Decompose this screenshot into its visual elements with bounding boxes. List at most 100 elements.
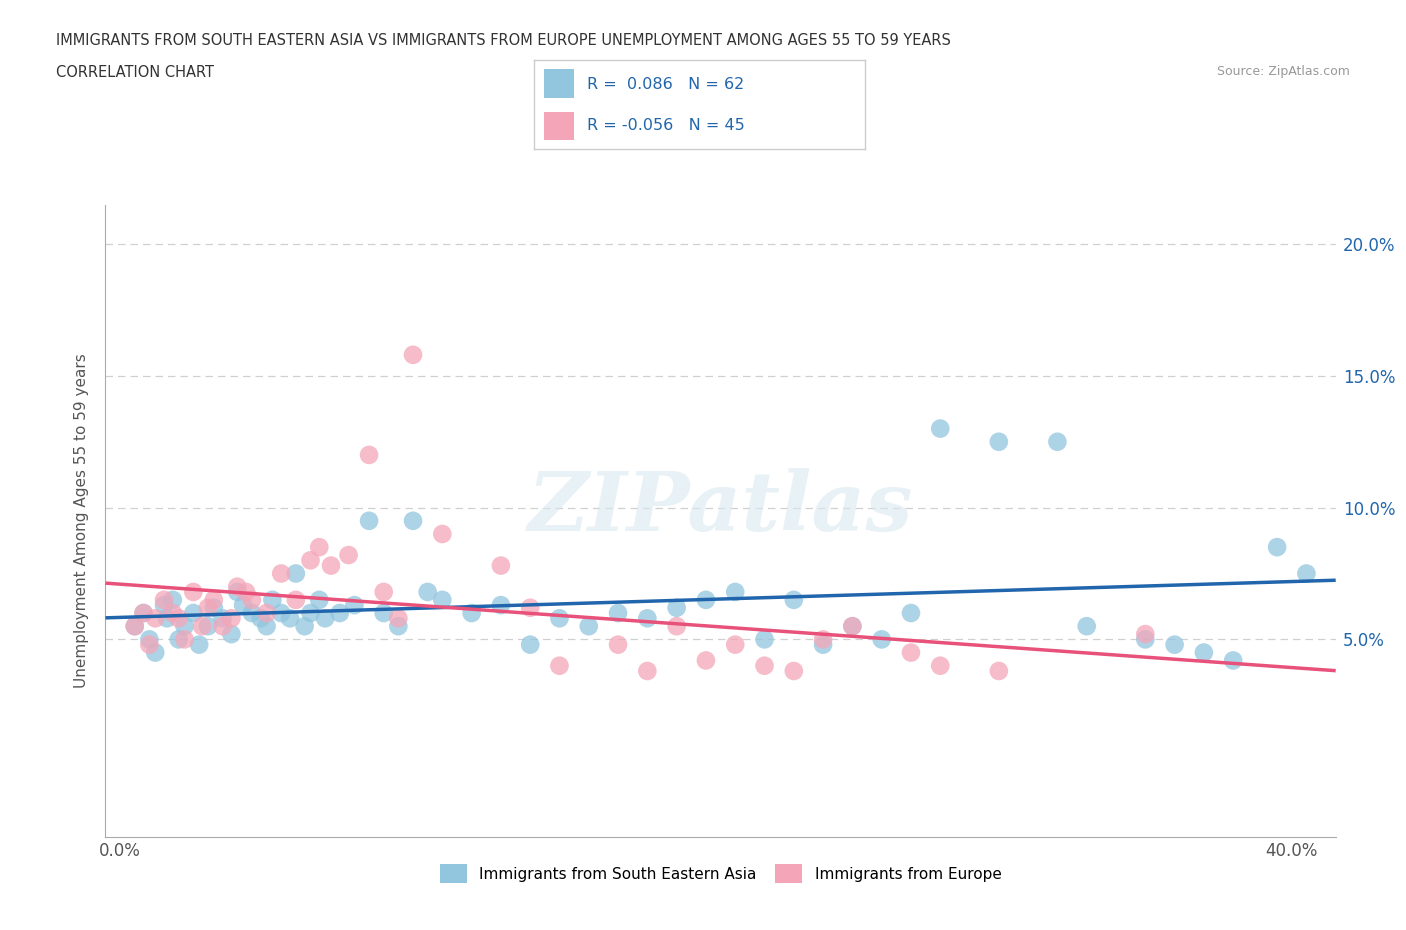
Point xyxy=(841,618,863,633)
Point xyxy=(202,601,225,616)
Point xyxy=(432,592,454,607)
Point xyxy=(695,592,717,607)
Point xyxy=(319,558,342,573)
Point xyxy=(811,637,834,652)
Point xyxy=(1135,632,1157,647)
Point xyxy=(929,421,952,436)
Point xyxy=(153,592,176,607)
Point xyxy=(162,592,184,607)
Point xyxy=(607,605,630,620)
Point xyxy=(548,658,571,673)
Point xyxy=(416,585,439,600)
Text: CORRELATION CHART: CORRELATION CHART xyxy=(56,65,214,80)
Point xyxy=(138,632,160,647)
Point xyxy=(519,637,541,652)
Text: IMMIGRANTS FROM SOUTH EASTERN ASIA VS IMMIGRANTS FROM EUROPE UNEMPLOYMENT AMONG : IMMIGRANTS FROM SOUTH EASTERN ASIA VS IM… xyxy=(56,33,950,47)
Point xyxy=(183,585,205,600)
Point xyxy=(167,611,190,626)
Point xyxy=(211,611,233,626)
Point xyxy=(221,627,243,642)
Point xyxy=(153,598,176,613)
Point xyxy=(373,585,395,600)
Point xyxy=(519,601,541,616)
Point xyxy=(841,618,863,633)
Point xyxy=(724,637,747,652)
Point xyxy=(284,566,307,581)
Point xyxy=(1163,637,1185,652)
Point xyxy=(402,348,425,363)
Point xyxy=(373,605,395,620)
Point xyxy=(314,611,336,626)
Point xyxy=(284,592,307,607)
Legend: Immigrants from South Eastern Asia, Immigrants from Europe: Immigrants from South Eastern Asia, Immi… xyxy=(440,865,1001,884)
Point xyxy=(278,611,301,626)
Bar xyxy=(544,112,574,140)
Point xyxy=(460,605,482,620)
Point xyxy=(299,605,322,620)
Point xyxy=(211,618,233,633)
Point xyxy=(432,526,454,541)
Point xyxy=(359,513,381,528)
Point xyxy=(240,605,263,620)
Point xyxy=(270,605,292,620)
Point xyxy=(783,664,806,679)
Point xyxy=(665,618,688,633)
Y-axis label: Unemployment Among Ages 55 to 59 years: Unemployment Among Ages 55 to 59 years xyxy=(75,353,90,688)
Point xyxy=(308,539,330,554)
Point xyxy=(900,645,922,660)
Point xyxy=(1295,566,1317,581)
Point xyxy=(183,605,205,620)
Point xyxy=(695,653,717,668)
Point xyxy=(256,618,278,633)
Point xyxy=(387,611,409,626)
Point xyxy=(1135,627,1157,642)
Point xyxy=(987,664,1010,679)
Point xyxy=(143,645,166,660)
Point xyxy=(387,618,409,633)
Point xyxy=(162,605,184,620)
Point xyxy=(665,601,688,616)
Text: R = -0.056   N = 45: R = -0.056 N = 45 xyxy=(588,118,745,133)
Point xyxy=(270,566,292,581)
Point xyxy=(929,658,952,673)
Point xyxy=(124,618,146,633)
Point xyxy=(489,598,512,613)
Text: ZIPatlas: ZIPatlas xyxy=(527,468,914,548)
Point xyxy=(578,618,600,633)
Point xyxy=(402,513,425,528)
Point xyxy=(308,592,330,607)
Point xyxy=(221,611,243,626)
Point xyxy=(754,632,776,647)
Point xyxy=(232,598,254,613)
Point xyxy=(489,558,512,573)
Point xyxy=(226,585,249,600)
Point xyxy=(636,664,658,679)
Point xyxy=(783,592,806,607)
Point xyxy=(329,605,352,620)
Point xyxy=(226,579,249,594)
Point xyxy=(870,632,893,647)
Point xyxy=(754,658,776,673)
Point xyxy=(240,592,263,607)
Point xyxy=(343,598,366,613)
Point xyxy=(811,632,834,647)
Point xyxy=(299,552,322,567)
Point xyxy=(359,447,381,462)
Point xyxy=(191,618,214,633)
Point xyxy=(1046,434,1069,449)
Point xyxy=(987,434,1010,449)
Point xyxy=(138,637,160,652)
Point xyxy=(188,637,211,652)
Point xyxy=(132,605,155,620)
Point xyxy=(1222,653,1244,668)
Point xyxy=(1265,539,1288,554)
Point xyxy=(132,605,155,620)
Point xyxy=(724,585,747,600)
Point xyxy=(167,632,190,647)
Point xyxy=(256,605,278,620)
Point xyxy=(337,548,360,563)
Point xyxy=(262,592,284,607)
Point xyxy=(607,637,630,652)
Text: R =  0.086   N = 62: R = 0.086 N = 62 xyxy=(588,77,744,92)
Point xyxy=(249,611,271,626)
